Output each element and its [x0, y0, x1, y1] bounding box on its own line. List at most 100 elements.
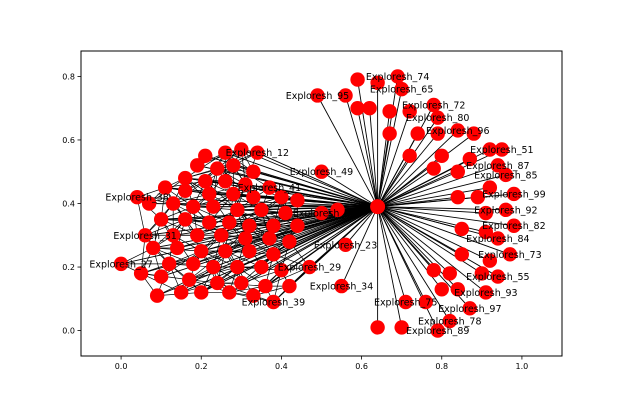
node-label: Exploresh_92 — [474, 205, 537, 216]
edge — [377, 193, 514, 208]
y-tick-label: 0.8 — [62, 72, 75, 81]
node — [165, 196, 181, 211]
node — [129, 189, 145, 205]
node-label: Exploresh_51 — [470, 145, 533, 156]
node — [198, 148, 213, 164]
node — [234, 142, 249, 157]
edge — [201, 206, 378, 252]
edge — [357, 79, 379, 207]
node — [290, 218, 305, 233]
node — [506, 186, 522, 202]
node — [250, 145, 265, 160]
edge — [341, 206, 379, 287]
node — [145, 240, 161, 256]
node — [246, 164, 261, 179]
node-label: Exploresh_97 — [438, 304, 501, 315]
edge — [377, 206, 498, 239]
edge — [201, 206, 378, 293]
node — [498, 167, 514, 183]
node — [330, 202, 345, 218]
node — [182, 272, 197, 287]
node-label: Exploresh_29 — [278, 263, 341, 274]
node — [454, 221, 469, 237]
node — [490, 269, 506, 284]
nodes-layer — [113, 69, 522, 338]
node-label: Exploresh_93 — [454, 288, 517, 299]
node — [238, 231, 253, 246]
node — [450, 189, 465, 205]
node — [430, 126, 445, 141]
edge — [217, 168, 254, 198]
node — [137, 228, 153, 243]
node — [254, 202, 269, 218]
node — [165, 228, 181, 243]
node — [454, 247, 469, 262]
edge — [213, 206, 378, 268]
edge — [369, 108, 379, 207]
node-label: Exploresh_65 — [370, 85, 433, 96]
node — [430, 110, 445, 125]
edge — [377, 206, 486, 214]
node — [174, 285, 189, 300]
node — [462, 301, 478, 316]
node — [214, 228, 229, 243]
node — [218, 145, 233, 160]
node — [230, 202, 245, 218]
y-tick-label: 0.0 — [62, 327, 75, 336]
node-label: Exploresh_99 — [482, 189, 545, 200]
node-label: Exploresh_12 — [226, 148, 289, 159]
node — [290, 193, 305, 208]
node — [234, 275, 249, 291]
node — [394, 81, 409, 97]
node — [482, 142, 498, 157]
node — [490, 158, 506, 173]
node-labels-layer: Exploresh_74 Exploresh_65 Exploresh_95 Expl… — [89, 72, 545, 337]
node — [226, 158, 241, 173]
edge — [345, 95, 379, 207]
edge — [377, 89, 403, 207]
node-label: Exploresh_82 — [482, 221, 545, 232]
node — [334, 278, 349, 294]
axis-ticks: 0.0 0.2 0.4 0.6 0.8 1.0 0.0 0.2 0.4 0.6 0.8 — [62, 72, 528, 371]
node — [426, 161, 441, 176]
node — [230, 259, 245, 275]
edge — [377, 76, 399, 207]
node — [149, 288, 165, 303]
edge — [197, 209, 238, 236]
node — [278, 205, 293, 221]
node — [470, 189, 486, 205]
node — [490, 231, 506, 246]
node — [157, 180, 173, 195]
node — [202, 215, 217, 230]
node — [338, 237, 353, 253]
node — [178, 183, 193, 198]
edge — [141, 206, 378, 274]
node-label: Exploresh_31 — [113, 231, 176, 242]
node — [478, 205, 494, 221]
edge — [377, 206, 487, 293]
node-label: Exploresh_27 — [89, 259, 152, 270]
node — [274, 263, 289, 278]
y-tick-label: 0.4 — [62, 200, 75, 209]
node — [178, 212, 193, 227]
node — [418, 294, 433, 310]
x-tick-label: 0.6 — [355, 362, 368, 371]
x-tick-label: 0.0 — [115, 362, 128, 371]
node — [426, 97, 441, 113]
node-label: Exploresh_34 — [310, 282, 373, 293]
edge — [321, 171, 378, 208]
node — [222, 285, 237, 300]
node — [434, 282, 449, 297]
node-label: Exploresh_72 — [402, 101, 465, 112]
edge — [377, 206, 407, 303]
node — [442, 266, 457, 281]
edge — [257, 152, 378, 208]
node — [258, 278, 273, 294]
edge — [377, 206, 451, 274]
edge — [205, 180, 378, 208]
x-tick-label: 0.4 — [275, 362, 288, 371]
x-tick-label: 1.0 — [516, 362, 529, 371]
node — [450, 282, 465, 297]
node — [262, 180, 277, 195]
node-label: Exploresh_38 — [105, 193, 168, 204]
